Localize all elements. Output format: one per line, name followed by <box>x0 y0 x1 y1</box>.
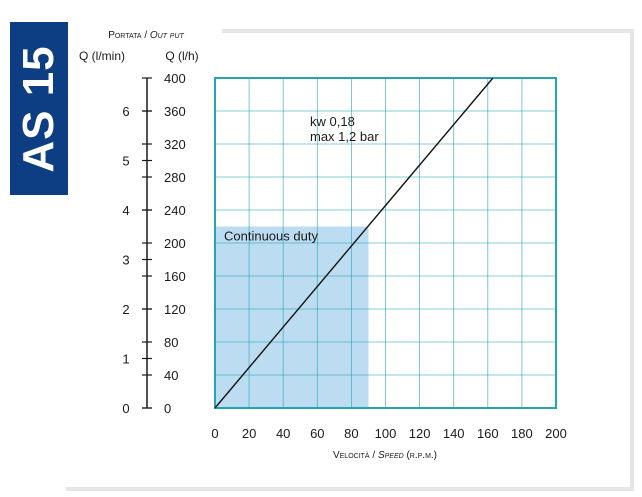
frame-border-bottom <box>66 487 634 491</box>
y-left-tick-label: 5 <box>122 154 129 169</box>
y-right-tick-label: 120 <box>164 302 186 317</box>
y-left-tick-label: 4 <box>122 203 129 218</box>
series-label-power: kw 0,18 <box>310 114 355 129</box>
continuous-duty-label: Continuous duty <box>224 229 318 244</box>
performance-line <box>214 77 494 409</box>
x-tick-label: 80 <box>344 426 358 441</box>
x-tick-label: 0 <box>211 426 218 441</box>
y-left-tick-label: 3 <box>122 253 129 268</box>
y-right-tick-label: 40 <box>164 368 178 383</box>
x-tick-label: 200 <box>545 426 567 441</box>
frame-border-right <box>630 29 634 491</box>
y-right-tick-label: 240 <box>164 203 186 218</box>
x-tick-label: 120 <box>409 426 431 441</box>
x-tick-label: 160 <box>477 426 499 441</box>
x-tick-label: 20 <box>242 426 256 441</box>
y-right-tick-label: 200 <box>164 236 186 251</box>
x-tick-label: 60 <box>310 426 324 441</box>
y-right-tick-label: 280 <box>164 170 186 185</box>
y-right-tick-label: 160 <box>164 269 186 284</box>
y-right-tick-label: 360 <box>164 104 186 119</box>
y-right-axis-label: Q (l/h) <box>165 49 198 63</box>
y-right-tick-label: 400 <box>164 71 186 86</box>
y-left-axis-label: Q (l/min) <box>79 49 125 63</box>
y-left-tick-label: 1 <box>122 352 129 367</box>
y-right-tick-label: 80 <box>164 335 178 350</box>
y-axis-header: Portata / Out put <box>108 30 184 41</box>
y-left-tick-label: 6 <box>122 104 129 119</box>
model-badge: AS 15 <box>10 22 68 195</box>
y-left-tick-label: 0 <box>122 401 129 416</box>
y-right-tick-label: 0 <box>164 401 171 416</box>
series-label-pressure: max 1,2 bar <box>310 129 379 144</box>
x-tick-label: 180 <box>511 426 533 441</box>
frame-border-top <box>222 29 634 33</box>
x-tick-label: 100 <box>375 426 397 441</box>
plot-frame <box>214 77 557 409</box>
y-left-tick-label: 2 <box>122 302 129 317</box>
x-tick-label: 140 <box>443 426 465 441</box>
x-axis-label: Velocità / Speed (r.p.m.) <box>333 450 437 461</box>
x-tick-label: 40 <box>276 426 290 441</box>
y-right-tick-label: 320 <box>164 137 186 152</box>
